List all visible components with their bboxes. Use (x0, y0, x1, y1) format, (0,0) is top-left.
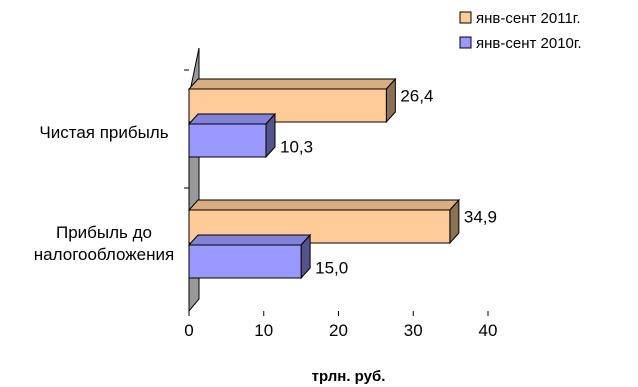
legend-swatch (459, 11, 472, 24)
bar-front-face (188, 123, 267, 158)
x-axis-ticks: 0 10 20 30 40 (184, 69, 498, 340)
value-label: 34,9 (464, 208, 497, 227)
x-tick-label: 20 (329, 321, 348, 340)
x-tick-label: 40 (479, 321, 498, 340)
bar-front-face (188, 244, 302, 279)
category-label: Прибыль до налогообложения (34, 223, 174, 264)
bar-top-face (187, 113, 277, 125)
category-labels: Прибыль до налогообложения Чистая прибыль (34, 123, 174, 264)
legend-label: янв-сент 2010г. (476, 35, 582, 52)
bar-top-face (187, 234, 312, 246)
legend-label: янв-сент 2011г. (476, 10, 581, 27)
bar-top-face (187, 199, 461, 211)
value-label: 10,3 (280, 138, 313, 157)
category-label-line: Чистая прибыль (39, 123, 168, 142)
bar (187, 77, 397, 124)
bar-top-face (187, 78, 397, 90)
value-label: 15,0 (315, 259, 348, 278)
category-label: Чистая прибыль (39, 123, 168, 142)
value-labels: 34,9 15,0 26,4 10,3 (280, 87, 497, 278)
category-label-line: Прибыль до (56, 223, 152, 242)
bars (187, 77, 461, 280)
bar-front-face (188, 88, 387, 123)
legend-item: янв-сент 2011г. (459, 10, 581, 27)
category-label-line: налогообложения (34, 245, 174, 264)
legend-item: янв-сент 2010г. (459, 35, 582, 52)
x-tick-label: 0 (184, 321, 193, 340)
x-axis-label: трлн. руб. (312, 368, 386, 385)
legend-swatch (459, 36, 472, 49)
x-tick-label: 30 (404, 321, 423, 340)
x-tick-label: 10 (254, 321, 273, 340)
value-label: 26,4 (400, 87, 433, 106)
legend: янв-сент 2011г. янв-сент 2010г. (459, 10, 582, 52)
bar (187, 112, 277, 159)
bar (187, 233, 312, 280)
